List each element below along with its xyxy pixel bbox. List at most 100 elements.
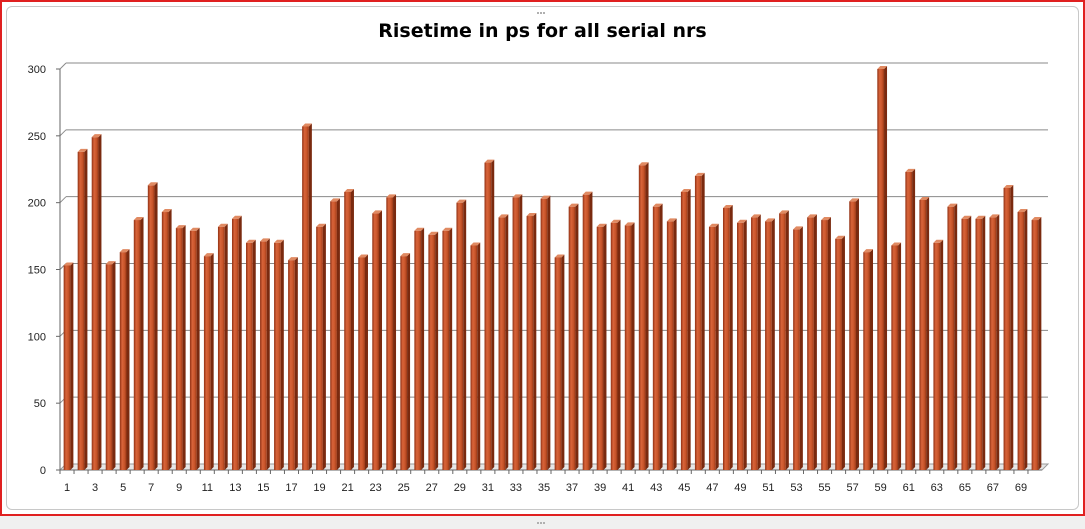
bar-side xyxy=(1010,184,1014,471)
bar xyxy=(751,214,761,470)
bar-side xyxy=(645,162,649,471)
bar-top xyxy=(484,159,495,163)
bar xyxy=(1017,209,1028,471)
x-tick-label: 59 xyxy=(875,482,887,494)
bar xyxy=(288,257,298,470)
bar-front xyxy=(260,241,267,470)
x-tick-label: 15 xyxy=(257,482,269,494)
bar-side xyxy=(912,168,916,470)
bar xyxy=(63,262,74,470)
bar-front xyxy=(596,226,604,470)
bar-front xyxy=(821,220,828,470)
x-tick-label: 11 xyxy=(202,482,213,494)
bar-front xyxy=(400,256,408,470)
bar-side xyxy=(238,215,242,470)
bar-front xyxy=(1031,220,1039,470)
bar-top xyxy=(442,227,453,231)
bar xyxy=(217,223,228,470)
gridline-diagonal xyxy=(59,196,67,204)
bar xyxy=(428,231,439,470)
bar-side xyxy=(687,188,691,470)
bar-top xyxy=(119,249,130,253)
bar-side xyxy=(743,219,747,470)
bar xyxy=(905,168,916,470)
bar xyxy=(189,227,200,470)
bar-front xyxy=(933,242,941,470)
bar-front xyxy=(610,222,618,470)
x-tick-label: 29 xyxy=(454,482,466,494)
bar-top xyxy=(947,203,958,207)
bar xyxy=(484,159,495,471)
bar-top xyxy=(737,219,747,223)
bar xyxy=(596,223,607,470)
bar-side xyxy=(968,215,972,470)
bar-top xyxy=(189,227,200,231)
bar xyxy=(989,214,1000,470)
bar-front xyxy=(217,226,225,470)
bar-front xyxy=(442,230,450,470)
bar xyxy=(414,227,425,470)
x-tick-label: 33 xyxy=(510,482,522,494)
bar xyxy=(610,219,621,470)
x-tick-label: 27 xyxy=(426,482,438,494)
bar-side xyxy=(182,225,186,470)
bar-top xyxy=(652,203,663,207)
chart-title: Risetime in ps for all serial nrs xyxy=(378,20,707,42)
bar xyxy=(947,203,958,470)
bar-side xyxy=(421,227,425,470)
bar-side xyxy=(715,223,719,470)
bar-top xyxy=(779,210,789,214)
bar-top xyxy=(680,188,691,192)
bar-front xyxy=(708,226,716,470)
bar-side xyxy=(393,194,397,470)
bar-top xyxy=(344,188,354,192)
bar-front xyxy=(330,201,337,470)
bar xyxy=(807,214,817,470)
y-tick-label: 150 xyxy=(28,265,46,277)
x-tick-label: 37 xyxy=(566,482,578,494)
bar-front xyxy=(652,206,660,470)
x-tick-label: 57 xyxy=(846,482,858,494)
bar xyxy=(456,199,467,470)
bar-top xyxy=(877,66,888,69)
bar-top xyxy=(526,213,537,217)
bar xyxy=(835,235,845,470)
bar-side xyxy=(659,203,663,470)
bar-side xyxy=(266,238,270,470)
x-tick-label: 35 xyxy=(538,482,550,494)
y-tick-label: 300 xyxy=(28,64,46,76)
bar-front xyxy=(751,217,758,470)
bar xyxy=(442,227,453,470)
x-tick-label: 17 xyxy=(285,482,297,494)
x-tick-label: 55 xyxy=(818,482,830,494)
bar-top xyxy=(891,242,902,246)
bar-side xyxy=(140,217,144,470)
bar-top xyxy=(217,223,228,227)
bar-side xyxy=(589,191,593,470)
bar-side xyxy=(898,242,902,470)
bar-front xyxy=(105,264,113,470)
bar xyxy=(91,134,102,471)
bar-top xyxy=(133,217,144,221)
bar-top xyxy=(288,257,298,261)
bar xyxy=(694,172,705,470)
bar-front xyxy=(863,252,871,470)
bar xyxy=(722,205,733,470)
resize-handle-top[interactable] xyxy=(537,1,547,14)
bar xyxy=(231,215,242,470)
bar-top xyxy=(610,219,621,223)
bar xyxy=(161,209,172,471)
bar xyxy=(344,188,354,470)
bar-front xyxy=(989,217,997,470)
bar-top xyxy=(1003,184,1014,188)
bar-top xyxy=(161,209,172,213)
bar xyxy=(512,194,523,470)
bar-side xyxy=(126,249,130,470)
bar-top xyxy=(835,235,845,239)
bar-top xyxy=(498,214,509,218)
bar-front xyxy=(203,256,211,470)
bar xyxy=(203,253,214,470)
bars xyxy=(63,66,1042,471)
bar-front xyxy=(638,165,646,471)
